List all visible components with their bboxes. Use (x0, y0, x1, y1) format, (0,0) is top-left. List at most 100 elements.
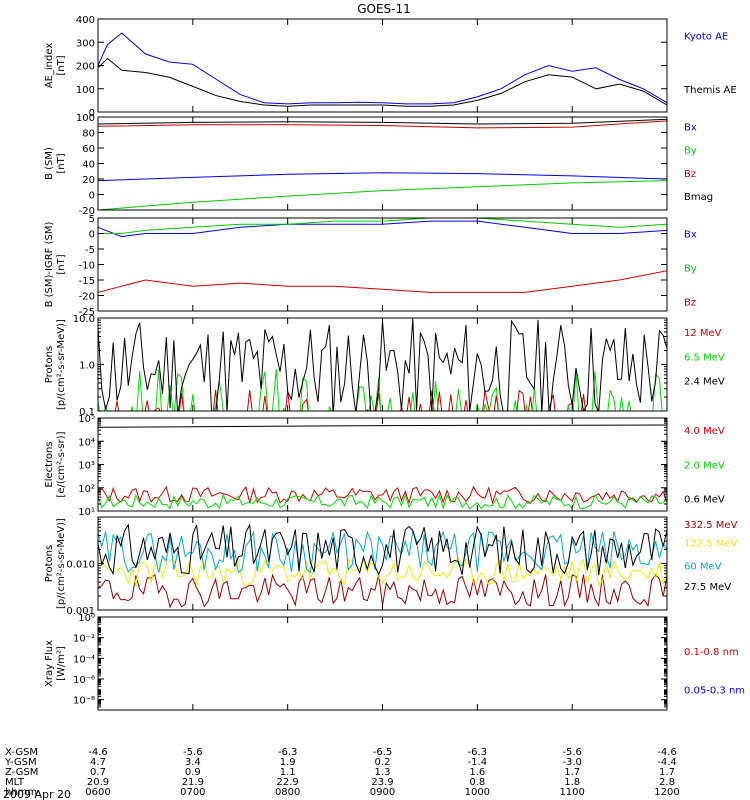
ephemeris-value: 1100 (559, 787, 584, 798)
ephemeris-value: -4.6 (88, 747, 108, 758)
legend-bmag: Bmag (684, 192, 713, 203)
ephemeris-value: 0.2 (375, 757, 391, 768)
y-axis-label: Xray Flux (44, 640, 55, 687)
legend-6-5-mev: 6.5 MeV (684, 352, 725, 363)
y-tick-label: 40 (82, 160, 95, 171)
legend-332-5-mev: 332.5 MeV (684, 520, 738, 531)
legend-bx: Bx (684, 230, 697, 241)
legend-60-mev: 60 MeV (684, 562, 722, 573)
legend-themis-ae: Themis AE (683, 85, 737, 96)
ephemeris-value: 3.4 (185, 757, 201, 768)
y-tick-label: 0.010 (66, 560, 95, 571)
legend-122-5-mev: 122.5 MeV (684, 539, 738, 550)
y-tick-label: 10⁰ (78, 613, 95, 624)
ephemeris-value: -5.6 (183, 747, 203, 758)
y-tick-label: 100 (76, 113, 95, 124)
y-axis-label: [nT] (56, 153, 67, 173)
y-tick-label: 0.001 (66, 606, 95, 617)
legend-12-mev: 12 MeV (684, 328, 722, 339)
y-tick-label: -20 (79, 292, 95, 303)
ephemeris-table: X-GSMY-GSMZ-GSMMLThhmm-4.64.70.720.90600… (4, 747, 680, 798)
series-line-6-5-mev (98, 369, 663, 411)
y-tick-label: 5 (89, 214, 95, 225)
legend-bz: Bz (684, 298, 696, 309)
y-tick-label: 10³ (78, 461, 95, 472)
y-axis-label: Protons (44, 545, 55, 582)
ephemeris-value: 22.9 (277, 777, 299, 788)
y-tick-label: -20 (79, 206, 95, 217)
ephemeris-value: -6.5 (373, 747, 393, 758)
series-line-27-5-mev (98, 523, 667, 576)
ephemeris-value: 0700 (180, 787, 205, 798)
y-axis-label: B (SM) (44, 147, 55, 180)
ephemeris-value: -5.6 (562, 747, 582, 758)
y-tick-label: 10¹ (78, 507, 95, 518)
ephemeris-value: 0.8 (469, 777, 485, 788)
y-tick-label: -25 (79, 307, 95, 318)
y-tick-label: 10⁻⁸ (73, 696, 95, 707)
ephemeris-value: 0.7 (90, 767, 106, 778)
ephemeris-value: 1200 (654, 787, 679, 798)
date-label: 2009 Apr 20 (3, 788, 71, 800)
ephemeris-value: 20.9 (87, 777, 109, 788)
y-axis-label: [W/m²] (56, 646, 67, 681)
series-line-4-0-mev (98, 485, 667, 505)
series-group (98, 523, 667, 609)
ephemeris-value: 21.9 (182, 777, 204, 788)
ephemeris-row-label: X-GSM (5, 747, 38, 758)
legend-by: By (684, 264, 697, 275)
ephemeris-value: 2.8 (659, 777, 675, 788)
y-axis-label: [p/(cm²-s-sr-MeV)] (56, 319, 67, 410)
series-line-0-6-mev (98, 424, 667, 428)
legend-bz: Bz (684, 169, 696, 180)
y-tick-label: -5 (85, 245, 95, 256)
panel-1: Kyoto AE Themis AE 0 100 200 300 400 AE_index [n… (44, 15, 737, 119)
ephemeris-value: 1.8 (564, 777, 580, 788)
legend-2-4-mev: 2.4 MeV (684, 377, 725, 388)
ephemeris-value: 1.7 (564, 767, 580, 778)
panel-2: Bx By Bz Bmag -20 0 20 40 60 80 100 B (SM) [nT] (44, 113, 713, 217)
y-tick-label: 20 (82, 175, 95, 186)
series-line-bz (98, 270, 667, 293)
legend-0-1-0-8-nm: 0.1-0.8 nm (684, 647, 739, 658)
y-tick-label: 0 (89, 191, 95, 202)
y-tick-label: 10.0 (73, 314, 95, 325)
ephemeris-value: -4.4 (657, 757, 677, 768)
y-tick-label: 1.0 (79, 361, 95, 372)
figure-title: GOES-11 (357, 2, 411, 16)
ephemeris-value: 4.7 (90, 757, 106, 768)
y-axis-label: [nT] (56, 55, 67, 75)
y-tick-label: 0 (89, 108, 95, 119)
y-axis-label: Protons (44, 346, 55, 383)
ephemeris-value: 0900 (370, 787, 395, 798)
ephemeris-row-label: MLT (5, 777, 25, 788)
ephemeris-value: 0600 (85, 787, 110, 798)
y-axis-label: [e/(cm²-s-sr)] (56, 431, 67, 497)
legend-0-05-0-3-nm: 0.05-0.3 nm (684, 685, 745, 696)
y-tick-label: 10⁴ (78, 437, 95, 448)
series-line-bz (98, 120, 667, 129)
y-axis-label: Electrons (44, 441, 55, 487)
ephemeris-value: 1.3 (375, 767, 391, 778)
series-line-themis-ae (98, 57, 667, 107)
ephemeris-value: 0.9 (185, 767, 201, 778)
y-tick-label: 0 (89, 230, 95, 241)
y-tick-label: 0.1 (79, 407, 95, 418)
series-line-kyoto-ae (98, 32, 667, 105)
panel-4: 12 MeV 6.5 MeV 2.4 MeV 0.1 1.0 10.0 Protons [p/… (44, 314, 725, 418)
y-tick-label: 10⁻⁶ (73, 675, 95, 686)
ephemeris-value: 1.9 (280, 757, 296, 768)
ephemeris-row-label: Y-GSM (4, 757, 37, 768)
legend-27-5-mev: 27.5 MeV (684, 582, 731, 593)
legend-4-0-mev: 4.0 MeV (684, 426, 725, 437)
ephemeris-value: -6.3 (278, 747, 298, 758)
ephemeris-value: 0800 (275, 787, 300, 798)
ephemeris-value: -6.3 (468, 747, 488, 758)
ephemeris-value: 1.7 (659, 767, 675, 778)
legend-bx: Bx (684, 122, 697, 133)
y-tick-label: 300 (76, 38, 95, 49)
y-tick-label: 400 (76, 15, 95, 26)
legend-kyoto-ae: Kyoto AE (684, 31, 728, 42)
panel-6: 332.5 MeV 122.5 MeV 60 MeV 27.5 MeV 0.001 0.0… (44, 516, 738, 617)
